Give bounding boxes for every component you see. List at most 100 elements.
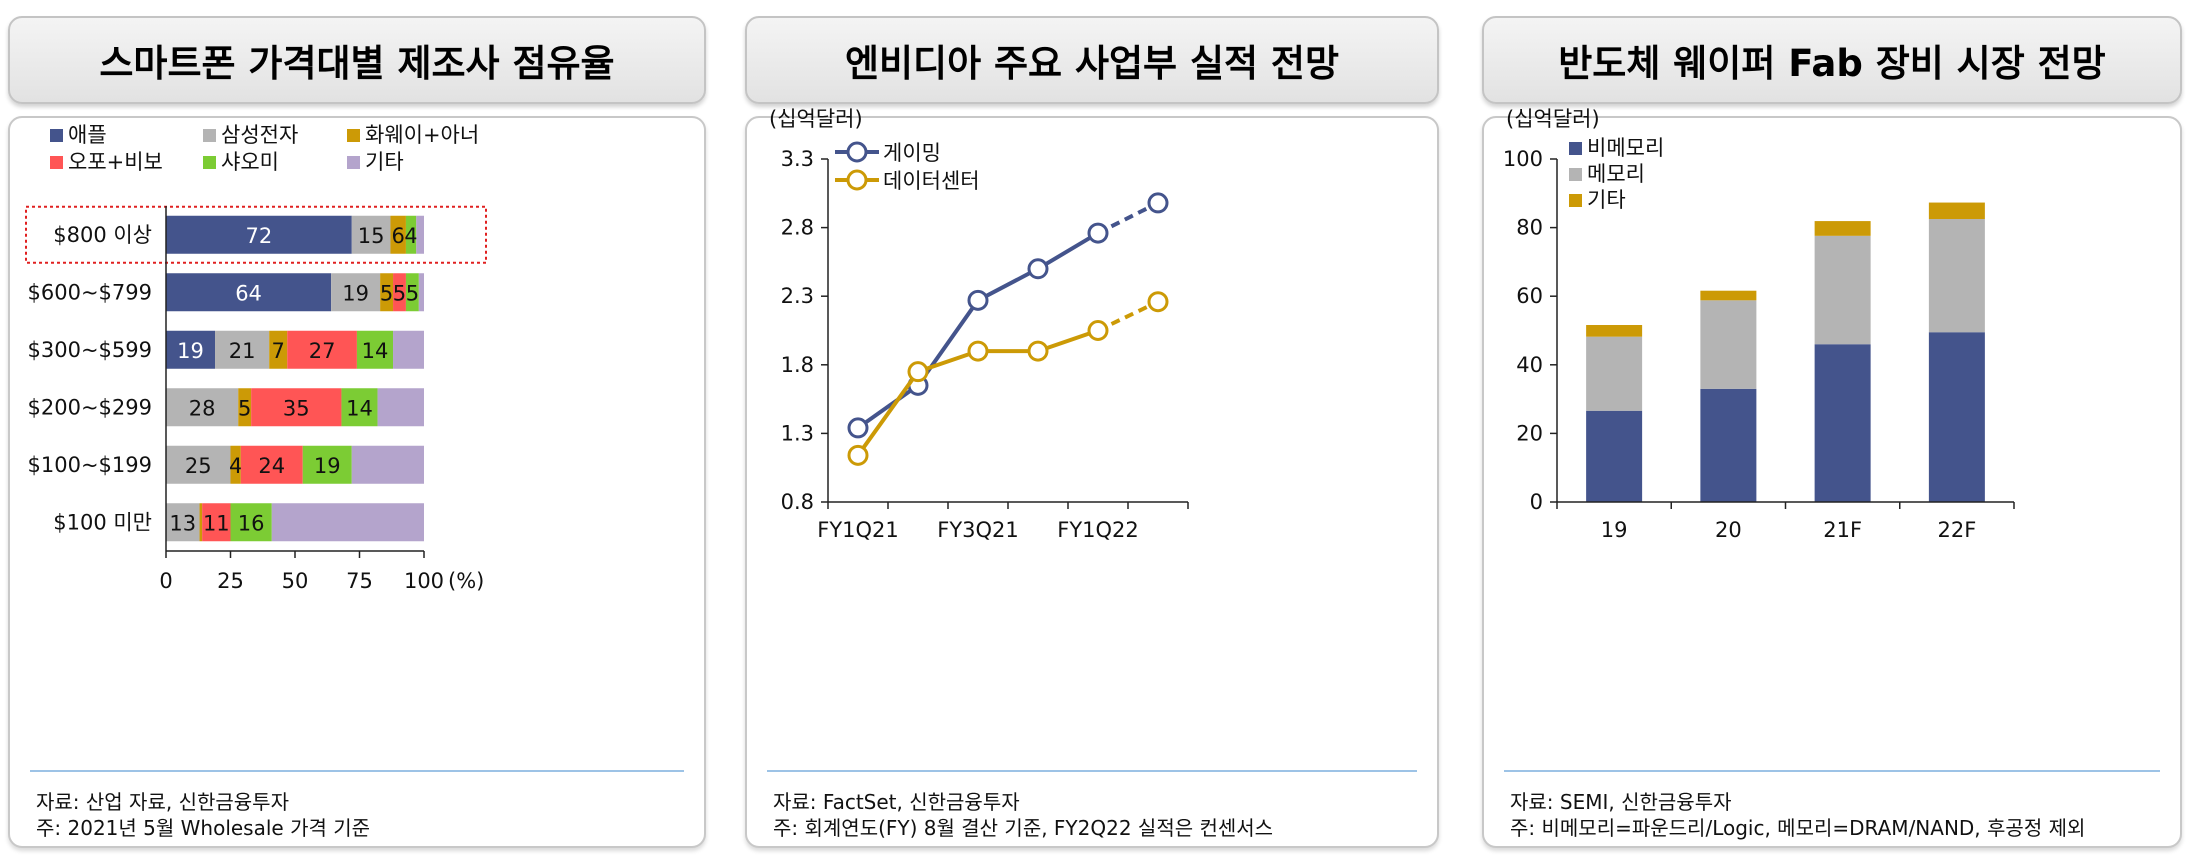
data-point-게이밍 <box>847 417 869 439</box>
bar-segment-비메모리 <box>1586 410 1643 502</box>
bar-segment-애플 <box>166 215 352 254</box>
panel-title: 엔비디아 주요 사업부 실적 전망 <box>745 16 1439 104</box>
chart-frame: 애플 삼성전자 화웨이+아너 오포+비보 샤오미 기타 $800 이상 72 15 6 4 $600~… <box>8 116 706 848</box>
note-text: 주: 비메모리=파운드리/Logic, 메모리=DRAM/NAND, 후공정 제… <box>1510 816 2086 840</box>
x-tick-label: 0 <box>159 569 172 593</box>
bar-segment-삼성전자 <box>166 503 200 542</box>
bar-segment-화웨이-아너 <box>230 445 241 484</box>
bar-segment-오포-비보 <box>287 330 357 369</box>
y-tick-label: 1.8 <box>781 353 814 377</box>
y-tick-label: 0 <box>1530 490 1543 514</box>
category-label: $200~$299 <box>28 395 152 419</box>
category-label: $300~$599 <box>28 338 152 362</box>
panel-nvidia-segments: 엔비디아 주요 사업부 실적 전망 (십억달러) 0.8 1.3 1.8 2.3 2.8 3… <box>745 0 1439 858</box>
legend-label-기타: 기타 <box>1587 188 1626 212</box>
bar-segment-화웨이-아너 <box>380 273 394 312</box>
data-label: 11 <box>203 511 230 535</box>
bar-segment-삼성전자 <box>331 273 381 312</box>
category-label: $600~$799 <box>28 280 152 304</box>
data-label: 5 <box>406 281 419 305</box>
bar-segment-기타 <box>416 215 424 254</box>
x-tick-label: 100 <box>404 569 444 593</box>
source-divider <box>30 770 684 772</box>
bar-segment-화웨이-아너 <box>269 330 288 369</box>
data-point-게이밍 <box>1027 258 1049 280</box>
data-label: 19 <box>342 281 369 305</box>
chart-frame: (십억달러) 0 20 40 60 80 100 19 20 21F 22F 비메모리 메모리 기타 자료… <box>1482 107 2182 848</box>
legend-label-화웨이-아너: 화웨이+아너 <box>365 123 479 147</box>
data-label: 35 <box>283 396 310 420</box>
data-point-게이밍 <box>1087 222 1109 244</box>
data-label: 19 <box>177 339 204 363</box>
bar-segment-오포-비보 <box>251 388 342 427</box>
data-label: 21 <box>229 339 256 363</box>
category-label: $100~$199 <box>28 453 152 477</box>
x-tick-label: 19 <box>1601 518 1628 542</box>
bar-segment-애플 <box>166 273 332 312</box>
y-axis-unit: (십억달러) <box>1506 107 1600 131</box>
data-label: 7 <box>272 339 285 363</box>
legend-marker-데이터센터 <box>846 169 868 191</box>
bar-segment-오포-비보 <box>202 503 231 542</box>
bar-segment-기타 <box>271 503 424 542</box>
bar-segment-비메모리 <box>1700 388 1757 502</box>
data-label: 14 <box>362 339 389 363</box>
legend-swatch-오포-비보 <box>50 156 63 169</box>
chart-frame: (십억달러) 0.8 1.3 1.8 2.3 2.8 3.3 FY1Q21 FY3Q21 FY1Q… <box>745 107 1439 848</box>
bar-segment-기타 <box>377 388 424 427</box>
source-text: 자료: SEMI, 신한금융투자 <box>1510 790 1732 814</box>
data-label: 6 <box>392 224 405 248</box>
legend-swatch-애플 <box>50 129 63 142</box>
source-divider <box>1504 770 2160 772</box>
bar-segment-삼성전자 <box>351 215 391 254</box>
data-point-데이터센터 <box>847 444 869 466</box>
bar-segment-샤오미 <box>405 273 419 312</box>
data-point-데이터센터 <box>1087 320 1109 341</box>
bar-segment-기타 <box>1814 221 1871 236</box>
data-label: 15 <box>358 224 385 248</box>
data-point-데이터센터 <box>1147 291 1169 313</box>
data-label: 4 <box>404 224 417 248</box>
x-tick-label: 75 <box>346 569 373 593</box>
legend-swatch-기타 <box>1569 194 1582 207</box>
y-tick-label: 2.3 <box>781 284 814 308</box>
y-tick-label: 40 <box>1516 353 1543 377</box>
bar-segment-샤오미 <box>230 503 272 542</box>
y-tick-label: 60 <box>1516 284 1543 308</box>
data-label: 4 <box>229 454 242 478</box>
legend-label-오포-비보: 오포+비보 <box>68 150 163 174</box>
bar-segment-샤오미 <box>356 330 394 369</box>
bar-segment-메모리 <box>1700 300 1757 389</box>
data-label: 5 <box>380 281 393 305</box>
data-label: 72 <box>246 224 273 248</box>
source-text: 자료: 산업 자료, 신한금융투자 <box>36 790 289 814</box>
bar-segment-화웨이-아너 <box>238 388 252 427</box>
data-label: 27 <box>309 339 336 363</box>
legend-swatch-기타 <box>347 156 360 169</box>
bar-segment-화웨이-아너 <box>390 215 406 254</box>
note-text: 주: 2021년 5월 Wholesale 가격 기준 <box>36 816 371 840</box>
bar-segment-오포-비보 <box>393 273 406 312</box>
data-label: 25 <box>185 454 212 478</box>
panel-wafer-fab-equipment: 반도체 웨이퍼 Fab 장비 시장 전망 (십억달러) 0 20 40 60 80 100 1… <box>1482 0 2182 858</box>
bar-segment-메모리 <box>1814 235 1871 345</box>
data-point-게이밍 <box>1147 192 1169 214</box>
y-tick-label: 80 <box>1516 216 1543 240</box>
x-tick-label: FY1Q22 <box>1057 518 1139 542</box>
bar-segment-비메모리 <box>1814 344 1871 502</box>
data-label: 14 <box>346 396 373 420</box>
legend-marker-게이밍 <box>846 141 868 163</box>
bar-segment-삼성전자 <box>166 388 239 427</box>
source-divider <box>767 770 1417 772</box>
y-axis-unit: (십억달러) <box>769 107 863 131</box>
panel-title: 스마트폰 가격대별 제조사 점유율 <box>8 16 706 104</box>
source-text: 자료: FactSet, 신한금융투자 <box>773 790 1020 814</box>
bar-segment-메모리 <box>1586 336 1643 411</box>
data-label: 13 <box>169 511 196 535</box>
x-axis-unit: (%) <box>448 569 484 593</box>
data-label: 5 <box>238 396 251 420</box>
x-tick-label: FY3Q21 <box>937 518 1019 542</box>
y-tick-label: 1.3 <box>781 421 814 445</box>
